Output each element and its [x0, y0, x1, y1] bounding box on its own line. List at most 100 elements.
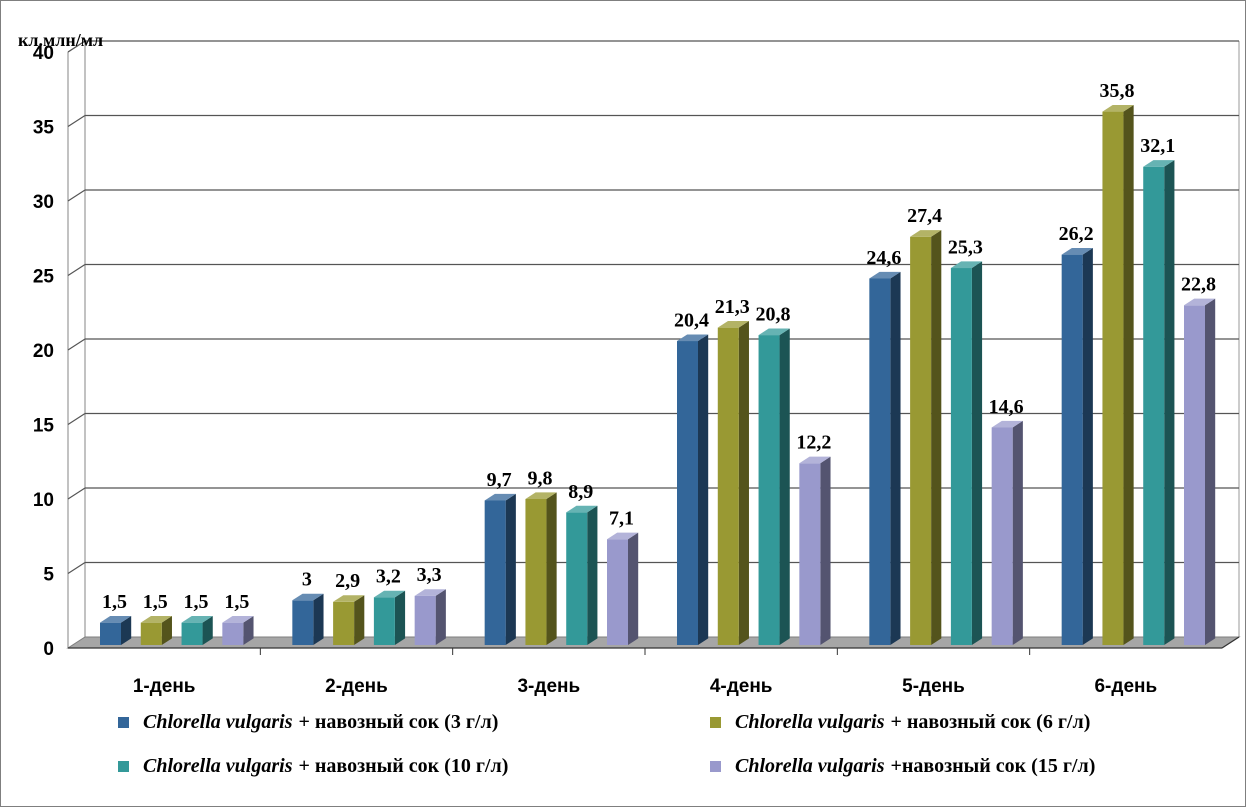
x-category-label: 1-день	[133, 676, 196, 697]
data-label: 35,8	[1099, 80, 1134, 102]
bar-top	[1102, 104, 1134, 112]
bar-front	[950, 268, 972, 645]
bar-front	[181, 622, 203, 645]
bar-side	[505, 493, 516, 645]
data-label: 25,3	[948, 236, 983, 258]
gridlines	[67, 40, 1239, 575]
bar-side	[202, 616, 213, 645]
bar	[525, 492, 557, 645]
bar	[607, 532, 639, 645]
bar-top	[950, 261, 983, 269]
bar	[991, 420, 1023, 645]
bar-side	[587, 505, 598, 645]
data-label: 1,5	[143, 591, 168, 613]
bar-front	[677, 341, 698, 645]
bar-front	[1102, 111, 1124, 645]
y-tick-label: 5	[43, 565, 54, 586]
data-label: 9,8	[527, 467, 552, 489]
bar-front	[758, 335, 780, 645]
x-axis-categories: 1-день 2-день 3-день 4-день 5-день 6-день	[133, 648, 1157, 697]
bar-top	[525, 492, 557, 499]
bar-top	[717, 321, 749, 328]
data-labels: 1,5 1,5 1,5 1,5 3 2,9 3,2 3,3 9,7 9,8 8,9 7,1 20,4 21…	[102, 80, 1216, 613]
bar	[414, 589, 446, 645]
y-tick-label: 10	[33, 490, 54, 511]
y-axis-ticks: 0 5 10 15 20 25 30 35 40	[33, 43, 55, 660]
data-label: 9,7	[487, 469, 512, 491]
data-label: 24,6	[866, 247, 901, 269]
bar-side	[820, 456, 831, 645]
bar	[333, 595, 365, 645]
data-label: 3	[302, 569, 312, 591]
y-tick-label: 35	[33, 118, 55, 139]
data-label: 22,8	[1181, 274, 1216, 296]
x-category-label: 2-день	[325, 676, 388, 697]
bars	[100, 104, 1216, 646]
bar-top	[222, 616, 254, 623]
gridline-diagonal	[67, 487, 86, 500]
bar	[1184, 298, 1216, 645]
bar	[1102, 104, 1134, 646]
bar	[484, 493, 516, 645]
bar	[869, 271, 901, 645]
y-tick-label: 15	[33, 416, 55, 437]
bar-top	[1184, 298, 1216, 306]
bar-side	[628, 532, 639, 645]
gridline-diagonal	[67, 189, 86, 202]
bar-front	[1061, 254, 1083, 645]
data-label: 3,3	[417, 564, 442, 586]
bar-side	[435, 589, 446, 645]
bar	[950, 261, 983, 645]
bar	[758, 328, 790, 645]
data-label: 26,2	[1059, 223, 1094, 245]
data-label: 7,1	[609, 508, 634, 530]
bar-top	[333, 595, 365, 602]
y-axis-label: кл.млн/мл	[18, 30, 103, 50]
bar-front	[910, 236, 932, 646]
bar-front	[292, 600, 314, 645]
bar	[222, 616, 254, 645]
bar-top	[292, 593, 324, 601]
x-category-label: 6-день	[1094, 676, 1157, 697]
bar-side	[121, 616, 132, 645]
x-category-label: 5-день	[902, 676, 965, 697]
bar-side	[738, 321, 749, 645]
x-axis-right-edge	[1221, 636, 1240, 649]
bar-front	[607, 539, 628, 645]
data-label: 1,5	[102, 591, 127, 613]
bar-front	[414, 595, 436, 645]
gridline-diagonal	[67, 338, 86, 351]
bar-front	[869, 278, 891, 645]
bar-side	[698, 334, 709, 645]
bar-front	[333, 601, 355, 645]
bar-front	[566, 512, 588, 645]
bar-front	[484, 500, 506, 645]
bar	[140, 616, 172, 645]
bar-top	[991, 420, 1023, 428]
y-tick-label: 0	[43, 639, 54, 660]
data-label: 3,2	[376, 566, 401, 588]
bar-top	[100, 616, 132, 623]
data-label: 27,4	[907, 205, 942, 227]
bar	[717, 321, 749, 645]
gridline-diagonal	[67, 412, 86, 426]
bar-top	[1061, 248, 1093, 255]
bar	[799, 456, 831, 645]
bar-side	[890, 271, 901, 645]
gridline-diagonal	[67, 263, 86, 277]
bar-top	[607, 532, 639, 540]
bar-front	[991, 427, 1013, 645]
bar-side	[243, 616, 254, 645]
bar-front	[1143, 166, 1165, 645]
bar-front	[222, 622, 244, 645]
bar-top	[140, 616, 172, 623]
bar-front	[717, 327, 739, 645]
bar-side	[354, 595, 365, 645]
gridline-diagonal	[67, 40, 86, 53]
bar	[292, 593, 324, 645]
data-label: 20,8	[756, 303, 791, 325]
bar-top	[373, 590, 406, 598]
bar	[100, 616, 132, 645]
